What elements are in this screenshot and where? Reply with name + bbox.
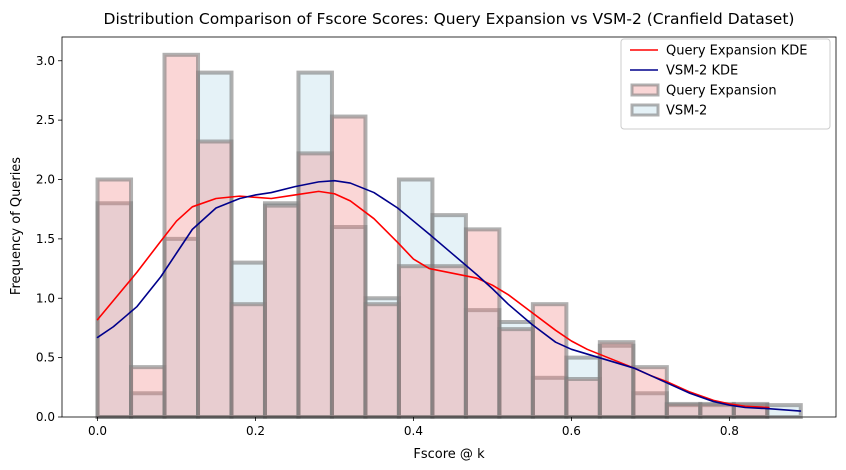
bar-vsm-2-2: [162, 236, 201, 419]
legend-swatch-query-expansion: [630, 83, 660, 97]
bar-query-expansion-17: [664, 401, 703, 419]
x-tick-label: 0.8: [720, 424, 739, 438]
y-tick-label: 2.5: [36, 113, 55, 127]
bar-query-expansion-5: [262, 203, 301, 419]
bar-query-expansion-7: [329, 114, 368, 419]
y-axis-label: Frequency of Queries: [9, 157, 24, 295]
bars-layer: [95, 52, 803, 419]
y-tick-label: 3.0: [36, 54, 55, 68]
legend-label-vsm-2-kde: VSM-2 KDE: [666, 64, 738, 79]
bar-query-expansion-14: [564, 377, 602, 419]
legend-label-query-expansion: Query Expansion: [666, 84, 777, 99]
bar-query-expansion-13: [530, 302, 569, 419]
bar-query-expansion-18: [698, 401, 736, 419]
x-axis-label: Fscore @ k: [413, 447, 485, 462]
y-tick-label: 0.5: [36, 351, 55, 365]
x-tick-label: 0.4: [404, 424, 423, 438]
legend-swatch-vsm-2: [630, 103, 660, 117]
bar-query-expansion-11: [463, 227, 502, 419]
y-axis: 0.0 0.5 1.0 1.5 2.0 2.5 3.0: [36, 54, 62, 424]
legend-label-vsm-2: VSM-2: [666, 104, 707, 119]
x-tick-label: 0.2: [246, 424, 265, 438]
y-tick-label: 1.0: [36, 291, 55, 305]
bar-query-expansion-10: [430, 264, 468, 419]
y-tick-label: 1.5: [36, 232, 55, 246]
x-axis: 0.0 0.2 0.4 0.6 0.8: [88, 417, 739, 438]
bar-query-expansion-9: [396, 264, 435, 419]
bar-query-expansion-1: [129, 365, 167, 419]
bar-vsm-2-14: [564, 355, 602, 419]
x-tick-label: 0.0: [88, 424, 107, 438]
bar-query-expansion-2: [162, 52, 201, 419]
bar-query-expansion-8: [363, 302, 401, 419]
legend-box: [620, 38, 831, 130]
legend: Query Expansion KDE VSM-2 KDE Query Expans…: [620, 38, 831, 130]
chart-title: Distribution Comparison of Fscore Scores…: [104, 10, 795, 28]
bar-query-expansion-6: [296, 151, 334, 419]
y-tick-label: 0.0: [36, 410, 55, 424]
x-tick-label: 0.6: [562, 424, 581, 438]
kde-layer: [96, 179, 802, 412]
legend-label-query-expansion-kde: Query Expansion KDE: [666, 44, 807, 59]
bar-series-vsm-2: [95, 70, 803, 419]
bar-query-expansion-3: [196, 139, 234, 419]
bar-query-expansion-15: [597, 340, 636, 419]
kde-line-vsm-2-kde: [96, 179, 802, 412]
bar-query-expansion-12: [497, 327, 535, 419]
bar-query-expansion-4: [229, 302, 267, 419]
y-tick-label: 2.0: [36, 173, 55, 187]
plot-frame: [61, 36, 837, 418]
